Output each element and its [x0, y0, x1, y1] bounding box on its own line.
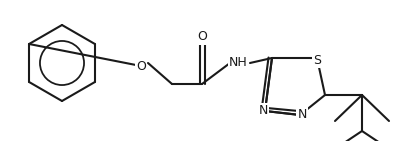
Text: N: N: [298, 107, 307, 121]
Text: O: O: [197, 30, 207, 44]
Text: O: O: [136, 60, 146, 72]
Text: N: N: [258, 103, 268, 116]
Text: NH: NH: [229, 57, 247, 70]
Text: S: S: [313, 53, 321, 67]
